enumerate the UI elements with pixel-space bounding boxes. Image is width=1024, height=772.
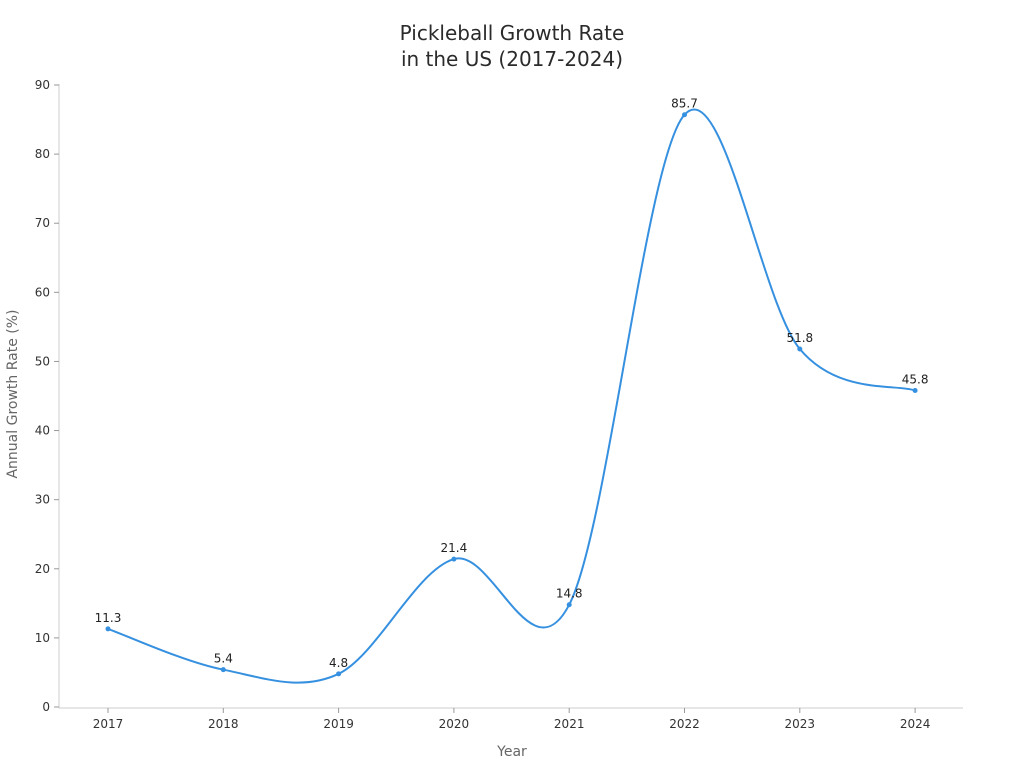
- data-label: 5.4: [214, 652, 233, 666]
- x-tick-label: 2021: [554, 717, 585, 731]
- y-ticks: 0 10 20 30 40 50 60 70 80 90: [35, 78, 59, 714]
- data-point: [566, 602, 572, 608]
- data-point: [105, 626, 111, 632]
- data-label: 11.3: [95, 611, 122, 625]
- x-axis-label: Year: [496, 744, 527, 760]
- data-point: [220, 667, 226, 673]
- data-label: 85.7: [671, 97, 698, 111]
- data-label: 51.8: [786, 331, 813, 345]
- data-labels: 11.3 5.4 4.8 21.4 14.8 85.7 51.8 45.8: [95, 97, 929, 670]
- data-point: [336, 671, 342, 677]
- x-tick-label: 2022: [669, 717, 700, 731]
- y-tick-label: 50: [35, 354, 50, 368]
- x-tick-label: 2019: [323, 717, 354, 731]
- data-point: [682, 112, 687, 118]
- y-tick-label: 20: [35, 562, 50, 576]
- data-points: [105, 112, 918, 677]
- data-label: 21.4: [441, 541, 468, 555]
- data-point: [451, 556, 457, 562]
- y-tick-label: 10: [35, 631, 50, 645]
- y-tick-label: 40: [35, 424, 50, 438]
- x-tick-label: 2018: [208, 717, 239, 731]
- x-tick-label: 2024: [900, 717, 931, 731]
- data-label: 45.8: [902, 372, 929, 386]
- y-tick-label: 90: [35, 78, 50, 92]
- x-tick-label: 2017: [93, 717, 124, 731]
- y-axis-label: Annual Growth Rate (%): [5, 309, 21, 478]
- x-tick-label: 2023: [785, 717, 816, 731]
- data-point: [797, 346, 803, 352]
- data-label: 4.8: [329, 656, 348, 670]
- series-line: [107, 108, 916, 684]
- y-tick-label: 30: [35, 493, 50, 507]
- chart-subtitle: in the US (2017-2024): [401, 47, 623, 71]
- y-tick-label: 80: [35, 147, 50, 161]
- y-tick-label: 60: [35, 285, 50, 299]
- x-ticks: 2017 2018 2019 2020 2021 2022 2023 2024: [93, 708, 931, 731]
- x-tick-label: 2020: [439, 717, 470, 731]
- data-point: [912, 387, 918, 393]
- y-tick-label: 70: [35, 216, 50, 230]
- data-label: 14.8: [556, 587, 583, 601]
- y-tick-label: 0: [42, 700, 50, 714]
- chart-title: Pickleball Growth Rate: [400, 21, 625, 45]
